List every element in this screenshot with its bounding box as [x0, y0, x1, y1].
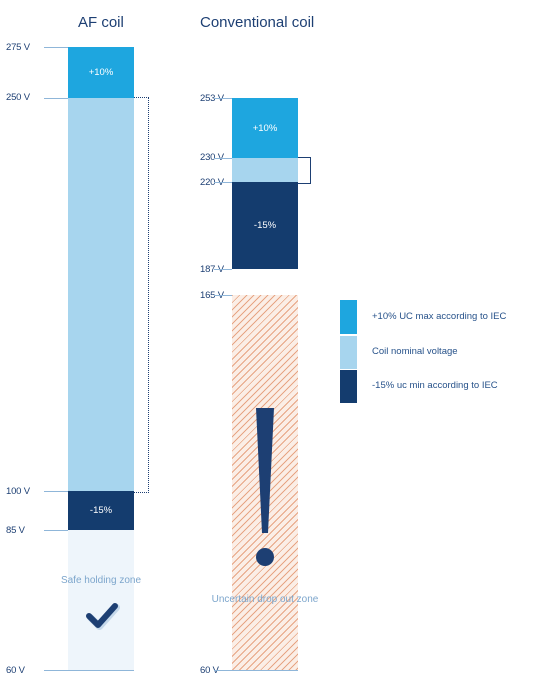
conv-coil-title: Conventional coil: [200, 14, 315, 31]
legend-swatch-lower: [340, 370, 357, 403]
conv-lower-tolerance-segment: -15%: [232, 182, 298, 269]
af-coil-title: AF coil: [78, 14, 124, 31]
legend-swatch-upper: [340, 300, 357, 334]
af-upper-tolerance-segment: +10%: [68, 47, 134, 98]
legend-label-nominal: Coil nominal voltage: [372, 346, 458, 357]
conv-label-220: 220 V: [200, 177, 224, 188]
af-zone-label: Safe holding zone: [60, 575, 142, 586]
conv-label-230: 230 V: [200, 152, 224, 163]
exclamation-icon: [256, 408, 274, 566]
legend-label-upper: +10% UC max according to IEC: [372, 311, 507, 322]
af-tick-275: [44, 47, 68, 48]
conv-nominal-bracket: [298, 157, 311, 184]
conv-label-253: 253 V: [200, 93, 224, 104]
conv-upper-label: +10%: [252, 122, 278, 134]
af-lower-label: -15%: [89, 505, 113, 516]
conv-zone-label: Uncertain drop out zone: [211, 594, 319, 605]
legend-swatch-nominal: [340, 336, 357, 369]
conv-label-165: 165 V: [200, 290, 224, 301]
conv-label-60: 60 V: [200, 665, 219, 676]
af-label-60: 60 V: [6, 665, 25, 676]
conv-tick-220: [214, 182, 232, 183]
af-lower-tolerance-segment: -15%: [68, 491, 134, 530]
checkmark-icon: [86, 603, 120, 630]
af-label-250: 250 V: [6, 92, 30, 103]
conv-tick-187: [214, 269, 232, 270]
af-label-275: 275 V: [6, 42, 30, 53]
legend-label-lower: -15% uc min according to IEC: [372, 380, 498, 391]
af-tick-85: [44, 530, 68, 531]
af-safe-zone: [68, 530, 134, 670]
af-upper-label: +10%: [88, 67, 114, 78]
conv-label-187: 187 V: [200, 264, 224, 275]
af-tick-100: [44, 491, 68, 492]
af-nominal-segment: [68, 98, 134, 491]
conv-tick-165: [214, 295, 232, 296]
af-label-85: 85 V: [6, 525, 25, 536]
af-tick-60: [44, 670, 134, 671]
conv-lower-label: -15%: [253, 220, 277, 231]
conv-tick-60: [214, 670, 298, 671]
af-tick-250: [44, 98, 68, 99]
conv-upper-tolerance-segment: +10%: [232, 98, 298, 158]
conv-tick-253: [214, 98, 232, 99]
conv-tick-230: [214, 158, 232, 159]
af-nominal-bracket: [134, 97, 149, 493]
af-label-100: 100 V: [6, 486, 30, 497]
conv-nominal-segment: [232, 158, 298, 182]
